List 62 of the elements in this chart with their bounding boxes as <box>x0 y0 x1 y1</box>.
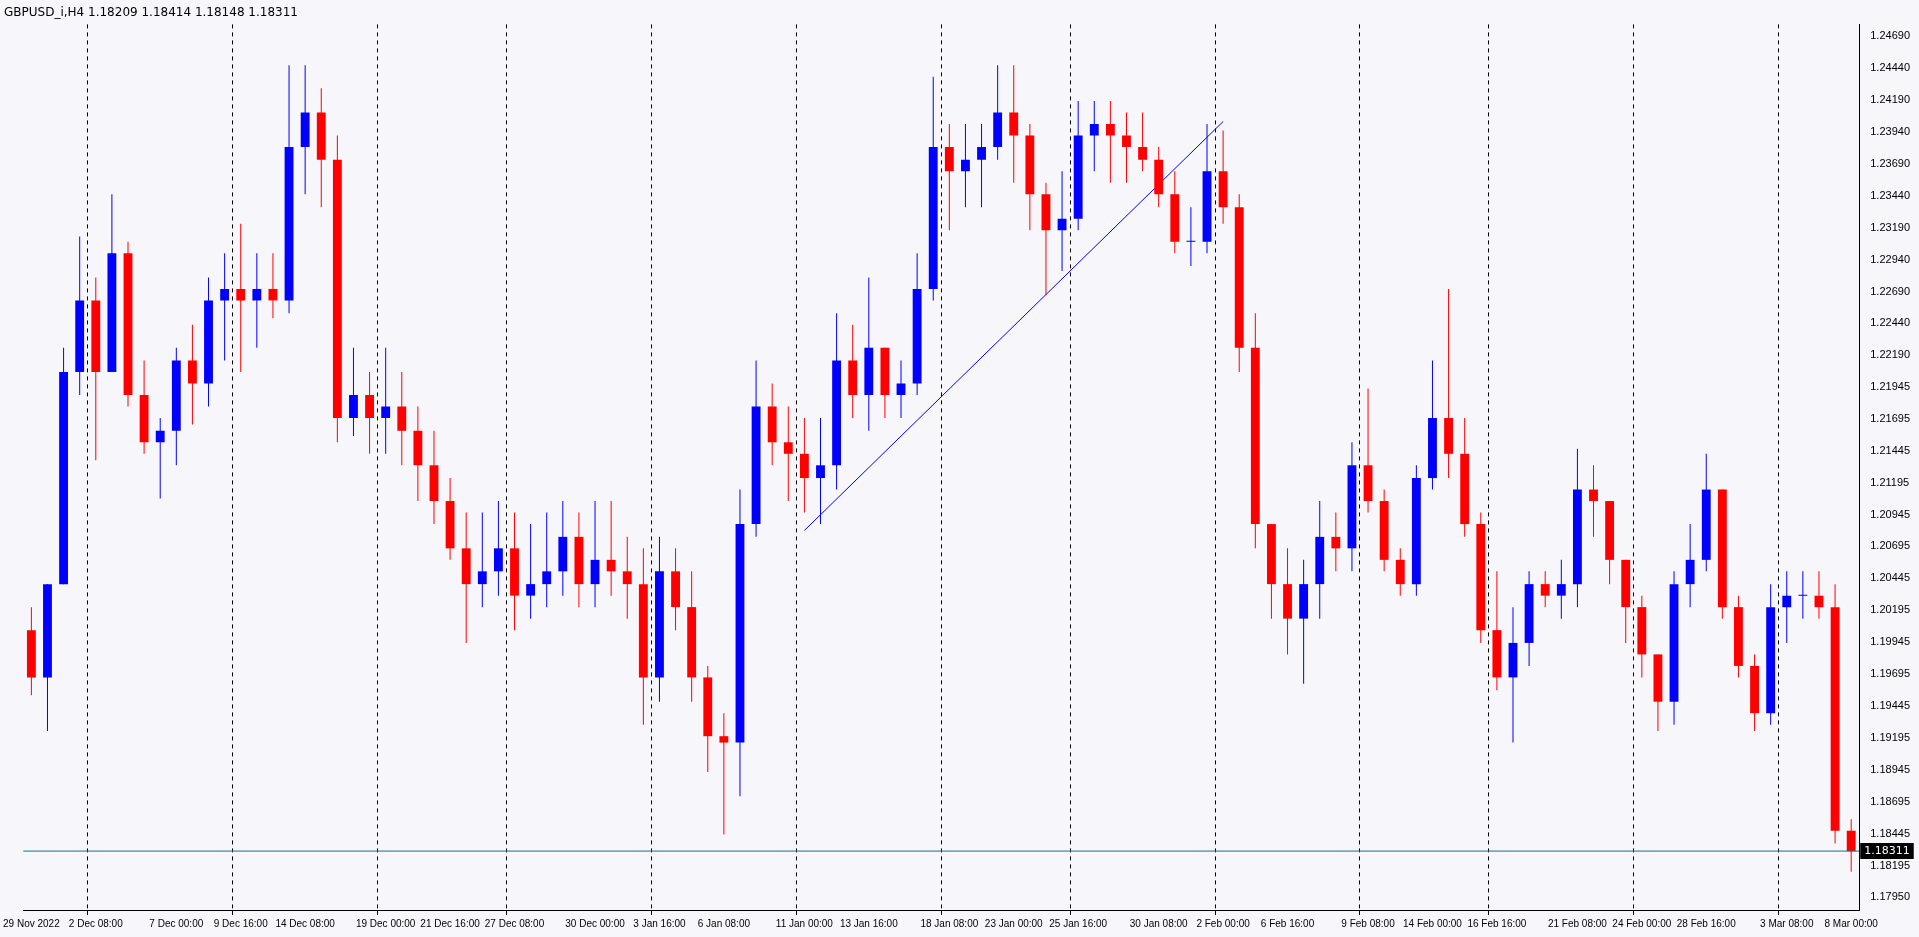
y-tick-label: 1.18695 <box>1870 795 1910 808</box>
y-tick-label: 1.22940 <box>1870 252 1910 265</box>
x-tick-label: 6 Jan 08:00 <box>697 917 751 929</box>
y-tick-label: 1.24690 <box>1870 28 1910 41</box>
x-tick-label: 3 Jan 16:00 <box>633 917 687 929</box>
candlestick <box>1798 571 1808 619</box>
x-tick-label: 9 Feb 08:00 <box>1341 917 1396 929</box>
x-tick-label: 30 Jan 08:00 <box>1129 917 1189 929</box>
y-tick-label: 1.20195 <box>1870 603 1910 616</box>
x-tick-label: 6 Feb 16:00 <box>1260 917 1315 929</box>
x-tick-label: 30 Dec 00:00 <box>565 917 626 929</box>
y-tick-label: 1.20695 <box>1870 539 1910 552</box>
y-tick-label: 1.22440 <box>1870 316 1910 329</box>
x-tick-label: 2 Feb 00:00 <box>1196 917 1251 929</box>
y-tick-label: 1.21445 <box>1870 443 1910 456</box>
x-tick-label: 28 Feb 16:00 <box>1676 917 1737 929</box>
y-tick-label: 1.19445 <box>1870 699 1910 712</box>
x-tick-label: 24 Feb 00:00 <box>1612 917 1672 929</box>
x-tick-label: 25 Jan 16:00 <box>1049 917 1108 929</box>
x-tick-label: 27 Dec 08:00 <box>484 917 545 929</box>
x-tick-label: 7 Dec 00:00 <box>149 917 204 929</box>
x-tick-label: 29 Nov 2022 <box>3 917 61 929</box>
chart-title: GBPUSD_i,H4 1.18209 1.18414 1.18148 1.18311 <box>4 5 298 20</box>
y-tick-label: 1.19945 <box>1870 635 1910 648</box>
candlestick <box>220 253 230 361</box>
y-tick-label: 1.18195 <box>1870 858 1910 871</box>
y-tick-label: 1.20445 <box>1870 571 1910 584</box>
x-tick-label: 3 Mar 08:00 <box>1760 917 1814 929</box>
x-tick-label: 21 Feb 08:00 <box>1547 917 1608 929</box>
y-tick-label: 1.18445 <box>1870 826 1910 839</box>
x-tick-label: 13 Jan 16:00 <box>839 917 899 929</box>
candlestick <box>236 223 246 372</box>
y-tick-label: 1.21195 <box>1870 475 1910 488</box>
y-tick-label: 1.23940 <box>1870 124 1910 137</box>
y-tick-label: 1.19195 <box>1870 731 1910 744</box>
x-tick-label: 19 Dec 00:00 <box>355 917 416 929</box>
y-tick-label: 1.24440 <box>1870 60 1910 73</box>
y-tick-label: 1.24190 <box>1870 92 1910 105</box>
ref-line-label: 1.18311 <box>1864 843 1910 857</box>
y-tick-label: 1.21695 <box>1870 411 1910 424</box>
y-tick-label: 1.21945 <box>1870 379 1910 392</box>
candlestick <box>719 713 729 835</box>
y-tick-label: 1.23690 <box>1870 156 1910 169</box>
x-tick-label: 8 Mar 00:00 <box>1824 917 1879 929</box>
x-tick-label: 21 Dec 16:00 <box>420 917 481 929</box>
y-tick-label: 1.17950 <box>1870 890 1910 903</box>
x-tick-label: 9 Dec 16:00 <box>213 917 269 929</box>
y-tick-label: 1.20945 <box>1870 507 1910 520</box>
y-tick-label: 1.23440 <box>1870 188 1910 201</box>
y-tick-label: 1.19695 <box>1870 667 1910 680</box>
x-tick-label: 14 Feb 00:00 <box>1403 917 1463 929</box>
y-tick-label: 1.22690 <box>1870 284 1910 297</box>
x-tick-label: 18 Jan 08:00 <box>920 917 979 929</box>
x-tick-label: 2 Dec 08:00 <box>68 917 124 929</box>
y-tick-label: 1.22190 <box>1870 348 1910 361</box>
y-tick-label: 1.18945 <box>1870 763 1910 776</box>
candlestick <box>1186 207 1196 266</box>
x-tick-label: 23 Jan 00:00 <box>984 917 1044 929</box>
x-tick-label: 14 Dec 08:00 <box>275 917 336 929</box>
x-tick-label: 16 Feb 16:00 <box>1467 917 1527 929</box>
x-tick-label: 11 Jan 00:00 <box>775 917 834 929</box>
y-tick-label: 1.23190 <box>1870 220 1910 233</box>
